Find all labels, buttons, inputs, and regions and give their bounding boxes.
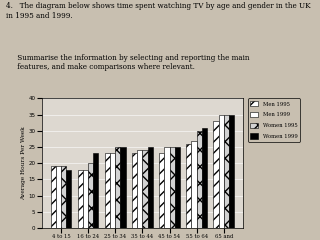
Bar <box>213 121 219 228</box>
Bar <box>196 131 202 228</box>
Bar <box>164 147 170 228</box>
Bar <box>78 170 83 228</box>
Bar <box>56 167 61 228</box>
Bar <box>105 154 110 228</box>
Bar <box>191 140 196 228</box>
Bar <box>175 147 180 228</box>
Bar <box>120 147 125 228</box>
Bar <box>61 167 66 228</box>
Bar <box>186 144 191 228</box>
Bar <box>148 147 153 228</box>
Bar <box>93 154 99 228</box>
Bar <box>115 147 120 228</box>
Bar <box>132 154 137 228</box>
Bar <box>51 167 56 228</box>
Legend: Men 1995, Men 1999, Women 1995, Women 1999: Men 1995, Men 1999, Women 1995, Women 19… <box>248 98 300 142</box>
Text: Summarise the information by selecting and reporting the main
     features, and: Summarise the information by selecting a… <box>6 54 250 71</box>
Y-axis label: Average Hours Per Week: Average Hours Per Week <box>20 126 26 200</box>
Bar <box>170 147 175 228</box>
Bar <box>88 163 93 228</box>
Bar <box>219 114 224 228</box>
Bar <box>83 170 88 228</box>
Bar <box>229 114 234 228</box>
Bar <box>142 150 148 228</box>
Bar <box>224 114 229 228</box>
Bar <box>202 127 207 228</box>
Text: 4.   The diagram below shows time spent watching TV by age and gender in the UK : 4. The diagram below shows time spent wa… <box>6 2 311 20</box>
Bar <box>137 150 142 228</box>
Bar <box>159 154 164 228</box>
Bar <box>110 154 115 228</box>
Bar <box>66 170 71 228</box>
